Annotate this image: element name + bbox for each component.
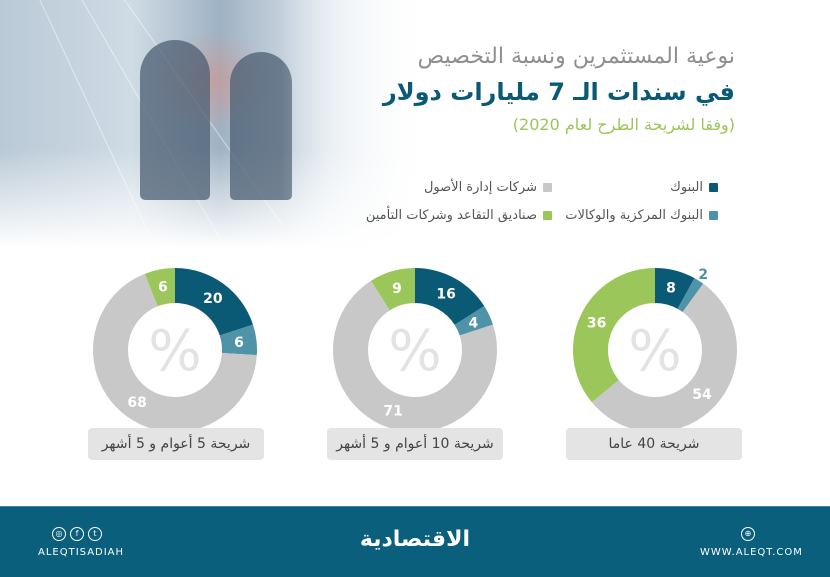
segment-value-label: 9: [392, 281, 402, 297]
legend-swatch: [543, 183, 552, 192]
title-line2: في سندات الـ 7 مليارات دولار: [382, 78, 735, 106]
donut-segment: [144, 268, 175, 307]
donut-segment: [655, 268, 695, 309]
donut-segment: [591, 283, 737, 432]
segment-value-label: 8: [666, 281, 676, 297]
segment-value-label: 16: [436, 286, 455, 302]
donut-segment: [333, 280, 497, 432]
legend-swatch: [543, 211, 552, 220]
legend-item-central-banks: البنوك المركزية والوكالات: [565, 208, 718, 223]
businessman-silhouette: [140, 40, 210, 200]
donut-chart-10y5m: 16 4 71 9%: [327, 267, 503, 433]
globe-icon: ⊕: [741, 527, 755, 541]
percent-symbol: %: [148, 319, 201, 384]
website-link[interactable]: WWW.ALEQT.COM: [700, 547, 803, 558]
title-line3: (وفقا لشريحة الطرح لعام 2020): [512, 115, 735, 134]
segment-value-label: 6: [158, 280, 168, 296]
donut-segment: [677, 278, 704, 312]
legend-swatch: [709, 211, 718, 220]
percent-symbol: %: [388, 319, 441, 384]
title-block: نوعية المستثمرين ونسبة التخصيص في سندات …: [383, 40, 735, 140]
donut-segment: [573, 268, 655, 403]
segment-value-label: 6: [234, 335, 244, 351]
donut-segment: [371, 268, 415, 311]
percent-symbol: %: [628, 319, 681, 384]
donut-segment: [415, 268, 485, 325]
donut-segment: [454, 306, 493, 336]
segment-value-label: 20: [203, 291, 223, 307]
donut-chart-40y: 8 2 54 36%: [567, 267, 743, 433]
decor-line: [30, 0, 158, 252]
twitter-icon[interactable]: t: [88, 527, 102, 541]
instagram-icon[interactable]: ◎: [52, 527, 66, 541]
social-icons: ◎ f t: [52, 527, 102, 541]
donut-segment: [93, 273, 257, 432]
title-line1: نوعية المستثمرين ونسبة التخصيص: [417, 44, 735, 69]
donut-segment: [219, 324, 257, 356]
donut-chart-5y5m: 20 6 68 6%: [87, 267, 263, 433]
footer: ◎ f t ALEQTISADIAH الاقتصادية ⊕ WWW.ALEQ…: [0, 506, 830, 577]
segment-value-label: 68: [127, 395, 146, 411]
facebook-icon[interactable]: f: [70, 527, 84, 541]
segment-value-label: 54: [692, 387, 712, 403]
legend-swatch: [709, 183, 718, 192]
tranche-label-40y: شريحة 40 عاما: [566, 428, 742, 460]
legend-item-pension-insurance: صناديق التقاعد وشركات التأمين: [366, 208, 552, 223]
segment-value-label: 71: [383, 404, 402, 420]
segment-value-label: 4: [468, 316, 478, 332]
social-handle[interactable]: ALEQTISADIAH: [38, 547, 125, 558]
tranche-label-10y5m: شريحة 10 أعوام و 5 أشهر: [327, 428, 503, 460]
hero-image: [0, 0, 440, 270]
tranche-label-5y5m: شريحة 5 أعوام و 5 أشهر: [88, 428, 264, 460]
brand-logo: الاقتصادية: [359, 527, 470, 552]
legend-item-asset-managers: شركات إدارة الأصول: [424, 180, 552, 195]
donut-segment: [175, 268, 253, 336]
segment-value-label: 36: [587, 316, 606, 332]
segment-value-label: 2: [698, 267, 708, 283]
legend-item-banks: البنوك: [670, 180, 718, 195]
